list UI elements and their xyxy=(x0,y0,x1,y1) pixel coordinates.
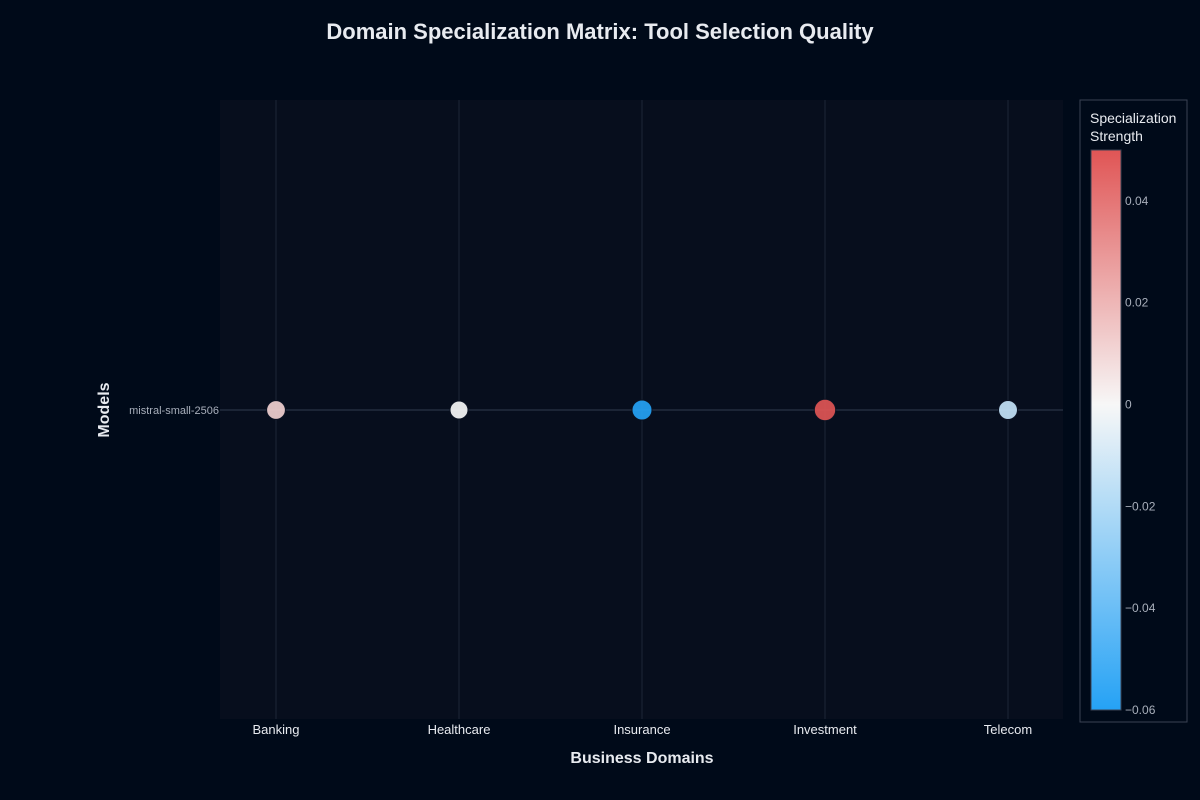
data-point[interactable] xyxy=(266,400,286,420)
colorbar-scale xyxy=(1090,149,1122,711)
x-tick-label: Insurance xyxy=(613,722,670,737)
colorbar-ticks: 0.04 0.02 0 −0.02 −0.04 −0.06 xyxy=(1125,194,1156,717)
colorbar-tick-label: 0 xyxy=(1125,398,1132,412)
x-tick-label: Banking xyxy=(253,722,300,737)
colorbar-title-line-1: Specialization xyxy=(1090,110,1176,126)
colorbar-tick-label: −0.02 xyxy=(1125,499,1156,513)
y-tick-label: mistral-small-2506 xyxy=(129,405,219,417)
x-tick-labels: Banking Healthcare Insurance Investment Tele… xyxy=(253,722,1033,737)
data-point[interactable] xyxy=(998,400,1018,420)
colorbar-tick-label: 0.04 xyxy=(1125,194,1149,208)
chart-title: Domain Specialization Matrix: Tool Selec… xyxy=(326,19,874,44)
colorbar-tick-label: 0.02 xyxy=(1125,296,1149,310)
colorbar-tick-label: −0.06 xyxy=(1125,703,1156,717)
x-tick-label: Investment xyxy=(793,722,857,737)
colorbar: Specialization Strength 0.04 0.02 0 −0.02 −0… xyxy=(1079,99,1188,723)
x-tick-label: Telecom xyxy=(984,722,1032,737)
x-axis-title: Business Domains xyxy=(570,750,713,767)
colorbar-title-line-2: Strength xyxy=(1090,128,1143,144)
y-tick-labels: mistral-small-2506 xyxy=(129,405,219,417)
data-point[interactable] xyxy=(813,398,837,422)
y-axis-title: Models xyxy=(96,382,113,437)
marker-layer xyxy=(266,398,1018,422)
x-tick-label: Healthcare xyxy=(428,722,491,737)
data-point[interactable] xyxy=(631,399,653,421)
colorbar-title: Specialization Strength xyxy=(1090,110,1180,144)
colorbar-tick-label: −0.04 xyxy=(1125,601,1156,615)
data-point[interactable] xyxy=(449,400,469,420)
